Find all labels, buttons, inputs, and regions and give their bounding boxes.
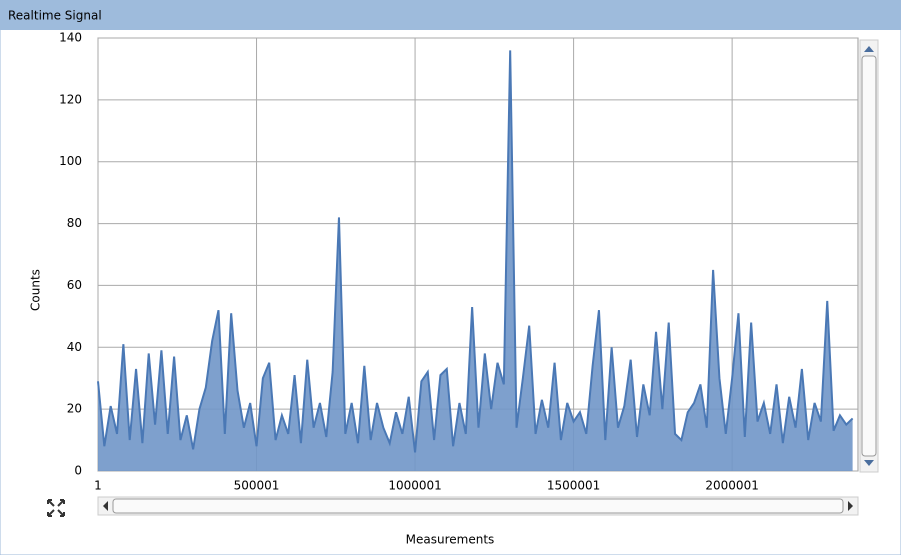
vertical-scrollbar[interactable] xyxy=(859,39,879,473)
x-tick-label: 1500001 xyxy=(547,479,600,493)
x-axis-label: Measurements xyxy=(406,533,495,547)
horizontal-scrollbar[interactable] xyxy=(97,496,859,516)
line xyxy=(97,50,854,453)
y-tick-label: 120 xyxy=(59,92,82,106)
y-tick-label: 20 xyxy=(67,402,82,416)
scroll-right[interactable] xyxy=(848,501,853,511)
area xyxy=(98,50,853,472)
expand-button[interactable] xyxy=(47,499,65,517)
y-tick-label: 100 xyxy=(59,154,82,168)
y-axis-label: Counts xyxy=(29,269,43,311)
y-tick-label: 80 xyxy=(67,216,82,230)
title-bar xyxy=(0,0,901,30)
h-scroll-thumb[interactable] xyxy=(112,498,844,514)
y-tick-label: 40 xyxy=(67,340,82,354)
panel-title: Realtime Signal xyxy=(8,9,102,23)
scroll-up[interactable] xyxy=(864,46,874,52)
v-scroll-thumb[interactable] xyxy=(861,55,877,457)
scroll-left[interactable] xyxy=(103,501,108,511)
x-tick-label: 1 xyxy=(94,479,102,493)
scroll-down[interactable] xyxy=(864,460,874,466)
y-tick-label: 140 xyxy=(59,31,82,45)
x-tick-label: 1000001 xyxy=(388,479,441,493)
y-tick-label: 0 xyxy=(74,464,82,478)
y-tick-label: 60 xyxy=(67,278,82,292)
x-tick-label: 2000001 xyxy=(705,479,758,493)
x-tick-label: 500001 xyxy=(234,479,280,493)
